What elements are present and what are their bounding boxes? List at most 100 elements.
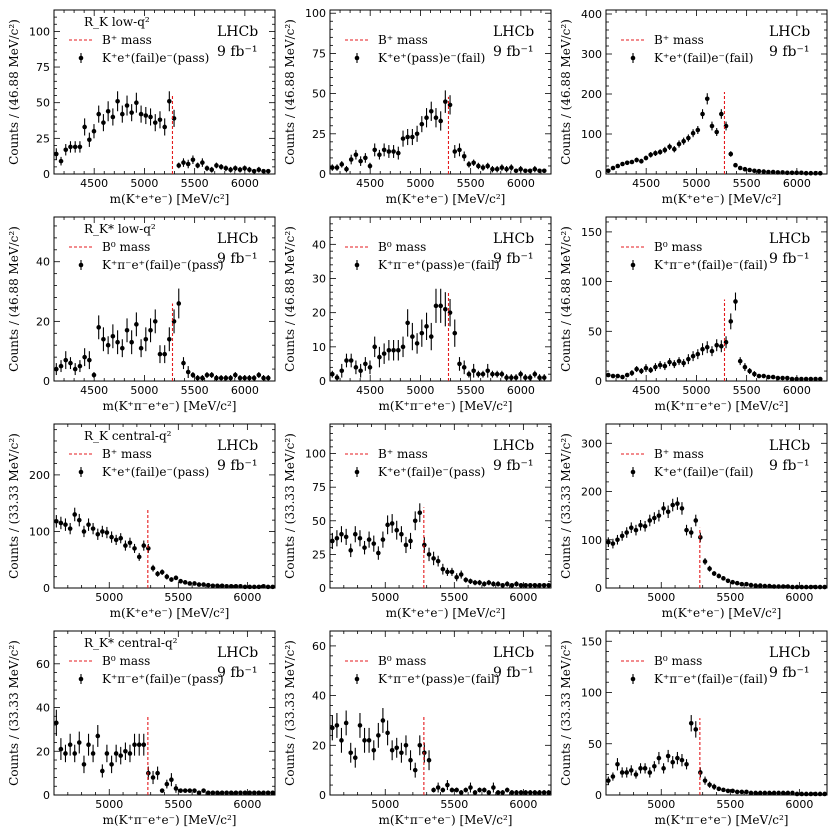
x-tick-label: 5500 (457, 177, 485, 190)
experiment-label: LHCb (769, 231, 810, 247)
data-point (339, 738, 344, 743)
data-point (204, 372, 210, 378)
panel-6: 4500 5000 5500 6000 0 50 100 150 m(K⁺π⁻e⁺e⁻) [Me… (559, 216, 828, 413)
y-tick-label: 150 (581, 226, 602, 239)
data-point (200, 375, 205, 381)
data-point (164, 574, 170, 579)
y-axis-label: Counts / (33.33 MeV/c²) (283, 433, 297, 579)
data-point (181, 360, 186, 366)
data-point (233, 790, 239, 796)
data-point (624, 770, 630, 775)
data-point (693, 727, 699, 732)
data-point (681, 138, 686, 144)
data-point (610, 541, 616, 546)
data-point (684, 527, 689, 533)
data-point (200, 160, 205, 165)
y-axis-label: Counts / (33.33 MeV/c²) (7, 433, 21, 579)
data-point (709, 123, 715, 129)
data-point (532, 166, 538, 172)
data-point (684, 761, 689, 767)
y-axis-label: Counts / (46.88 MeV/c²) (283, 19, 297, 165)
data-point (403, 542, 409, 548)
y-tick-label: 60 (36, 658, 50, 671)
data-point (747, 167, 752, 173)
data-point (127, 751, 133, 756)
x-axis-label: m(K⁺π⁻e⁺e⁻) [MeV/c²] (655, 399, 789, 413)
data-point (136, 742, 142, 748)
data-point (77, 363, 83, 369)
data-point (803, 170, 809, 176)
y-tick-label: 0 (595, 168, 602, 181)
panel-10: 5000 5500 6000 0 20 40 60 m(K⁺π⁻e⁺e⁻) [MeV/c²] C… (7, 630, 276, 827)
data-point (334, 535, 340, 541)
data-point (606, 778, 611, 783)
data-point (803, 376, 809, 382)
data-point (396, 347, 401, 353)
data-point (104, 751, 110, 756)
data-point (485, 368, 491, 374)
data-point (606, 372, 611, 378)
y-tick-label: 100 (581, 276, 602, 289)
data-point (129, 110, 134, 115)
data-point (366, 537, 372, 542)
x-tick-label: 5500 (716, 798, 744, 811)
data-point (105, 342, 111, 348)
data-point (477, 787, 482, 793)
data-point (817, 791, 823, 797)
data-point (431, 787, 436, 793)
data-point (256, 372, 262, 378)
data-point (173, 786, 179, 791)
data-point (118, 753, 124, 758)
data-point (665, 509, 671, 515)
data-point (58, 363, 64, 369)
data-point (767, 583, 772, 589)
y-tick-label: 100 (29, 25, 50, 38)
data-point (662, 147, 668, 153)
data-point (610, 373, 616, 379)
x-axis-label: m(K⁺π⁻e⁺e⁻) [MeV/c²] (655, 813, 789, 827)
data-point (422, 542, 427, 548)
data-point (757, 583, 763, 588)
data-point (642, 766, 648, 771)
data-point (148, 328, 153, 333)
data-point (219, 790, 225, 796)
data-point (514, 790, 519, 795)
luminosity-label: 9 fb⁻¹ (217, 665, 258, 681)
data-point (143, 336, 149, 342)
data-point (532, 371, 538, 377)
experiment-label: LHCb (217, 231, 258, 247)
data-point (426, 757, 432, 763)
data-point (124, 103, 130, 108)
data-point (799, 170, 804, 176)
data-point (693, 518, 699, 523)
data-point (466, 162, 472, 167)
data-point (247, 790, 253, 796)
luminosity-label: 9 fb⁻¹ (769, 665, 810, 681)
data-point (739, 581, 745, 587)
y-axis-label: Counts / (46.88 MeV/c²) (283, 226, 297, 372)
x-tick-label: 5500 (181, 384, 209, 397)
data-point (486, 580, 492, 585)
data-point (261, 375, 266, 381)
data-point (400, 136, 406, 141)
x-tick-label: 5500 (164, 591, 192, 604)
data-point (688, 530, 694, 535)
data-point (657, 149, 663, 155)
data-point (372, 344, 378, 350)
x-axis-label: m(K⁺e⁺e⁻) [MeV/c²] (662, 192, 782, 206)
data-point (620, 161, 625, 167)
x-tick-label: 6000 (783, 177, 811, 190)
data-point (247, 584, 253, 590)
data-point (101, 120, 106, 125)
legend-mass-label: B⁰ mass (378, 654, 426, 668)
data-point (54, 720, 59, 726)
data-point (766, 169, 771, 175)
data-point (251, 584, 257, 590)
data-point (785, 584, 791, 589)
data-point (472, 790, 478, 795)
x-tick-label: 5000 (682, 177, 710, 190)
x-axis-label: m(K⁺e⁺e⁻) [MeV/c²] (110, 606, 230, 620)
data-point (330, 725, 335, 731)
data-point (438, 303, 444, 309)
